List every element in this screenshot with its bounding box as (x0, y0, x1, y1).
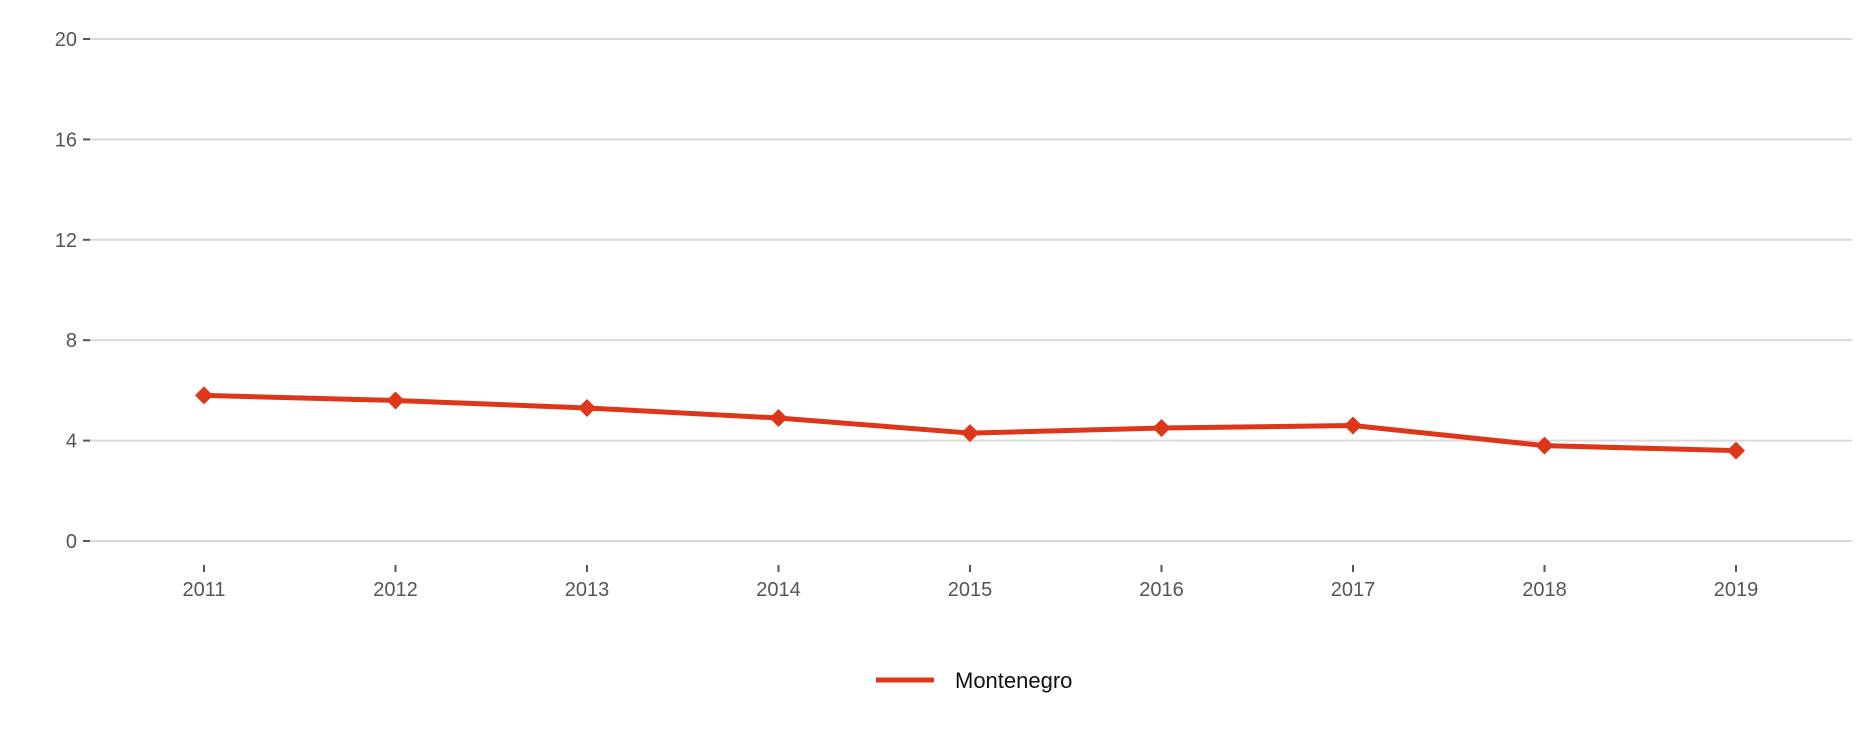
series-line-montenegro (201, 392, 1739, 454)
x-tick-label: 2016 (1139, 579, 1184, 601)
x-axis: 2011 2012 2013 2014 2015 2016 2017 2018 2019 (182, 565, 1758, 601)
legend: Montenegro (876, 668, 1072, 693)
data-point-montenegro-2017 (1344, 416, 1362, 435)
data-point-montenegro-2014 (769, 409, 788, 428)
y-axis: 0 4 8 12 16 20 (55, 29, 90, 553)
x-tick-label: 2014 (756, 579, 801, 601)
legend-label-montenegro: Montenegro (955, 668, 1072, 693)
data-point-montenegro-2016 (1152, 419, 1171, 438)
x-tick-label: 2019 (1714, 579, 1759, 601)
data-point-montenegro-2018 (1535, 436, 1554, 455)
x-tick-label: 2011 (182, 579, 225, 601)
x-tick-label: 2013 (565, 579, 610, 601)
y-tick-label: 12 (55, 230, 77, 252)
y-tick-label: 20 (55, 29, 77, 51)
data-point-montenegro-2012 (386, 391, 405, 410)
data-point-montenegro-2015 (961, 424, 979, 443)
x-tick-label: 2017 (1331, 579, 1376, 601)
y-tick-label: 8 (66, 330, 77, 352)
x-tick-label: 2012 (373, 579, 418, 601)
data-point-montenegro-2019 (1727, 441, 1745, 460)
data-point-montenegro-2013 (578, 398, 596, 417)
y-tick-label: 0 (66, 531, 77, 553)
x-tick-label: 2018 (1522, 579, 1567, 601)
y-tick-label: 16 (55, 129, 77, 151)
gridlines (90, 38, 1852, 542)
y-tick-label: 4 (66, 431, 77, 453)
x-tick-label: 2015 (948, 579, 993, 601)
series-layer (195, 386, 1745, 460)
data-point-montenegro-2011 (195, 386, 213, 405)
